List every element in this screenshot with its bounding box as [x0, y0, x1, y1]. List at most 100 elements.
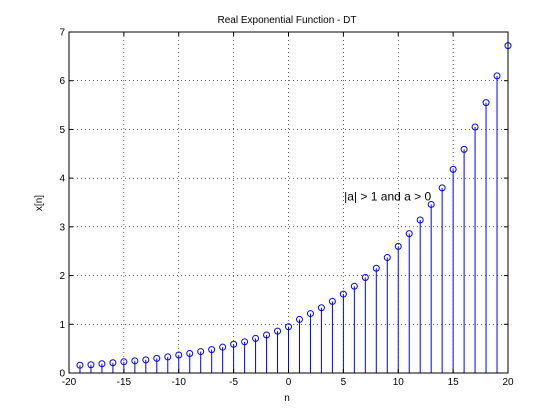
stem-marker [405, 230, 413, 238]
y-tick-label: 4 [59, 174, 65, 185]
y-tick-label: 6 [59, 76, 65, 87]
stem-point [230, 340, 238, 373]
stem-marker [87, 361, 95, 369]
stem-marker [230, 340, 238, 348]
stem-marker [208, 346, 216, 354]
stem-marker [164, 353, 172, 361]
stem-point [383, 254, 391, 373]
x-tick-label: -10 [172, 377, 187, 388]
stem-marker [120, 358, 128, 366]
stem-marker [274, 327, 282, 335]
stem-point [295, 315, 303, 373]
stem-point [449, 165, 457, 373]
stem-marker [317, 304, 325, 312]
stem-point [317, 304, 325, 373]
stem-marker [186, 350, 194, 358]
stem-point [438, 184, 446, 373]
stem-point [416, 216, 424, 373]
stem-marker [416, 216, 424, 224]
y-tick-label: 1 [59, 320, 65, 331]
y-tick-label: 2 [59, 271, 65, 282]
stem-point [427, 200, 435, 373]
x-tick-label: 0 [286, 377, 292, 388]
stem-marker [394, 242, 402, 250]
x-tick-label: 10 [393, 377, 405, 388]
stem-marker [361, 274, 369, 282]
stem-point [252, 334, 260, 373]
stem-marker [449, 165, 457, 173]
stem-marker [383, 254, 391, 262]
stem-point [153, 354, 161, 373]
stem-point [361, 274, 369, 373]
x-tick-label: -15 [117, 377, 132, 388]
x-tick-label: 15 [448, 377, 460, 388]
x-tick-labels: -20 -15 -10 -5 0 5 10 15 20 [62, 377, 514, 388]
stem-marker [131, 357, 139, 365]
stem-marker [76, 361, 84, 369]
stem-point [285, 323, 292, 373]
stem-point [98, 360, 106, 373]
y-tick-label: 7 [59, 28, 65, 39]
stem-marker [350, 282, 358, 290]
stem-point [76, 361, 84, 373]
stem-marker [482, 99, 490, 107]
stem-marker [197, 348, 205, 356]
stem-point [372, 264, 380, 373]
stem-point [306, 310, 314, 373]
stem-point [263, 331, 271, 373]
stem-series [76, 42, 512, 373]
stem-marker [295, 315, 303, 323]
x-tick-label: -20 [62, 377, 77, 388]
stem-marker [252, 334, 260, 342]
stem-point [471, 123, 479, 373]
y-tick-label: 5 [59, 125, 65, 136]
axis-ticks [68, 31, 509, 374]
stem-point [208, 346, 216, 373]
stem-point [109, 359, 117, 373]
stem-point [131, 357, 139, 373]
y-axis-label: x[n] [34, 195, 45, 211]
stem-marker [175, 351, 183, 359]
stem-marker [153, 354, 161, 362]
stem-marker [460, 145, 468, 153]
x-tick-label: 5 [341, 377, 347, 388]
stem-marker [427, 200, 435, 208]
stem-point [87, 361, 95, 373]
stem-marker [219, 343, 227, 351]
stem-marker [493, 72, 501, 80]
stem-marker [142, 356, 150, 364]
stem-point [493, 72, 501, 373]
stem-point [394, 242, 402, 373]
stem-point [405, 230, 413, 373]
x-axis-label: n [284, 393, 290, 404]
stem-marker [328, 297, 336, 305]
stem-point [164, 353, 172, 373]
stem-marker [438, 184, 446, 192]
stem-marker [109, 359, 117, 367]
stem-point [460, 145, 468, 373]
stem-marker [339, 290, 347, 298]
stem-point [186, 350, 194, 373]
stem-point [482, 99, 490, 373]
stem-marker [372, 264, 380, 272]
stem-marker [471, 123, 479, 131]
chart-annotation: |a| > 1 and a > 0 [344, 190, 431, 204]
y-tick-labels: 0 1 2 3 4 5 6 7 [59, 28, 65, 380]
y-tick-label: 3 [59, 222, 65, 233]
stem-marker [285, 323, 292, 331]
x-tick-label: 20 [502, 377, 514, 388]
stem-marker [98, 360, 106, 368]
stem-point [339, 290, 347, 373]
stem-marker [241, 338, 249, 346]
y-tick-label: 0 [59, 369, 65, 380]
x-tick-label: -5 [229, 377, 238, 388]
stem-point [328, 297, 336, 373]
stem-point [197, 348, 205, 373]
chart-title: Real Exponential Function - DT [218, 15, 357, 26]
stem-point [274, 327, 282, 373]
stem-point [219, 343, 227, 373]
stem-marker [263, 331, 271, 339]
stem-marker [306, 310, 314, 318]
stem-point [350, 282, 358, 373]
